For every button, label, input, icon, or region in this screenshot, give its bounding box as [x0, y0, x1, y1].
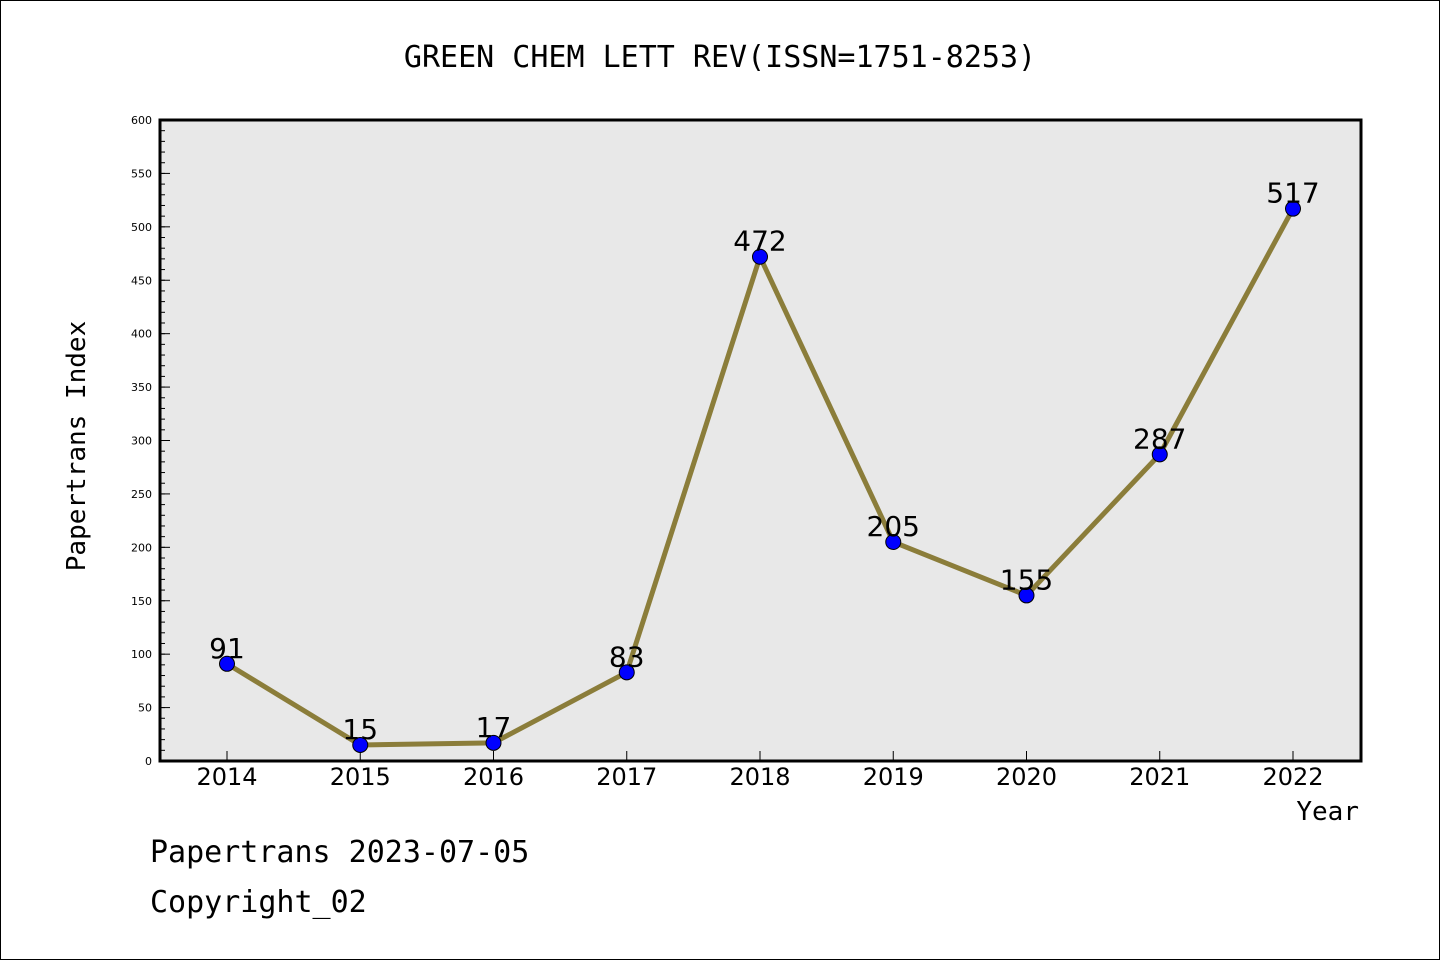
y-tick-label: 500 — [131, 221, 152, 234]
data-label: 287 — [1133, 422, 1186, 455]
y-tick-label: 150 — [131, 595, 152, 608]
plot-area — [158, 118, 1363, 763]
data-label: 83 — [609, 640, 645, 673]
y-tick-label: 400 — [131, 328, 152, 341]
y-axis-label: Papertrans Index — [62, 321, 92, 571]
data-point — [885, 533, 902, 550]
data-point — [485, 734, 502, 751]
x-tick-label: 2016 — [463, 763, 524, 791]
y-tick-label: 300 — [131, 435, 152, 448]
y-axis-ticks: 0 50 100 150 200 250 300 350 400 450 500 550 600 — [131, 114, 170, 768]
data-point — [1018, 587, 1035, 604]
data-labels: 91 15 17 83 472 205 155 287 517 — [209, 177, 1320, 746]
y-tick-label: 550 — [131, 167, 152, 180]
x-tick-label: 2018 — [729, 763, 790, 791]
x-tick-label: 2015 — [330, 763, 391, 791]
y-tick-label: 350 — [131, 381, 152, 394]
y-tick-label: 200 — [131, 541, 152, 554]
x-tick-label: 2019 — [863, 763, 924, 791]
data-points — [219, 200, 1301, 753]
data-point — [752, 248, 768, 265]
footer-copyright: Copyright_02 — [150, 885, 367, 920]
data-label: 517 — [1266, 177, 1319, 210]
y-tick-label: 450 — [131, 274, 152, 287]
chart-title: GREEN CHEM LETT REV(ISSN=1751-8253) — [404, 40, 1036, 75]
data-label: 91 — [209, 632, 245, 665]
data-point — [352, 736, 369, 753]
y-tick-label: 250 — [131, 488, 152, 501]
x-tick-label: 2017 — [596, 763, 657, 791]
x-tick-label: 2014 — [196, 763, 257, 791]
data-label: 205 — [867, 510, 920, 543]
data-point — [618, 664, 635, 681]
data-label: 15 — [342, 713, 378, 746]
data-label: 155 — [1000, 563, 1053, 596]
data-point — [1285, 200, 1301, 217]
y-tick-label: 100 — [131, 648, 152, 661]
x-tick-label: 2020 — [996, 763, 1057, 791]
y-tick-label: 600 — [131, 114, 152, 127]
x-tick-label: 2022 — [1262, 763, 1323, 791]
data-point — [219, 655, 235, 672]
data-point — [1151, 446, 1168, 463]
y-tick-label: 50 — [138, 702, 152, 715]
x-tick-label: 2021 — [1129, 763, 1190, 791]
footer-date: Papertrans 2023-07-05 — [150, 835, 530, 870]
data-label: 472 — [733, 225, 786, 258]
y-tick-label: 0 — [145, 755, 152, 768]
x-axis-ticks: 2014 2015 2016 2017 2018 2019 2020 2021 2022 — [196, 751, 1324, 791]
x-axis-label: Year — [1296, 797, 1359, 827]
data-label: 17 — [476, 711, 512, 744]
